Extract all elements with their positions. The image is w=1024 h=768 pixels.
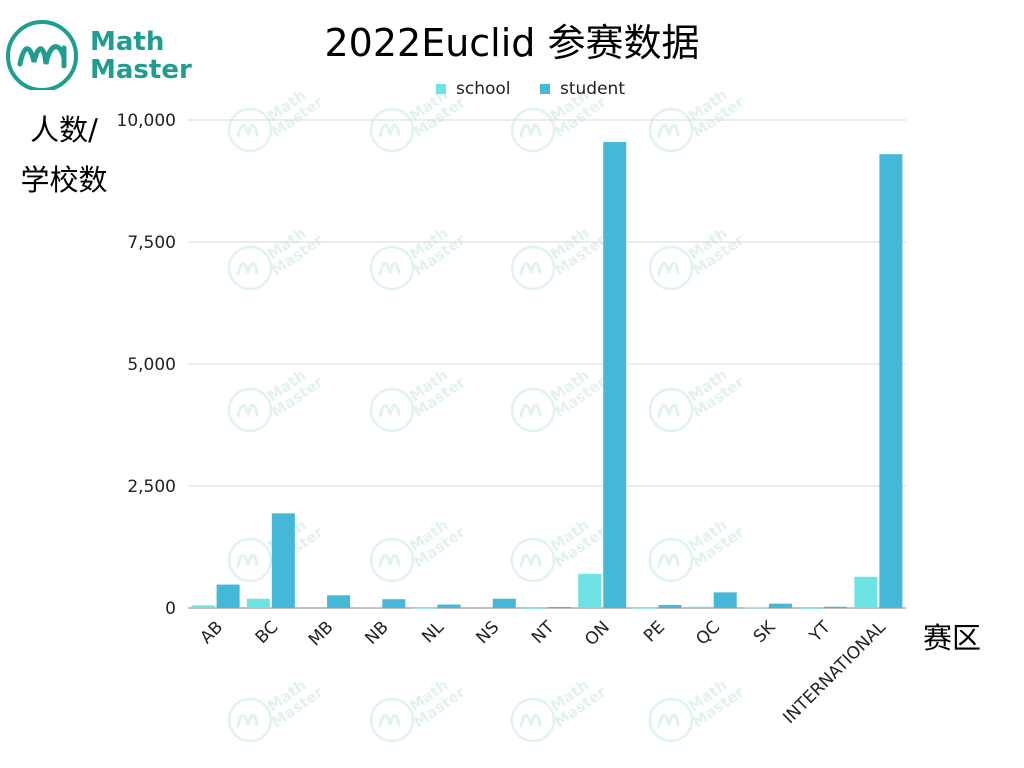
legend-item-school: school	[436, 79, 511, 99]
bar-school-yt	[799, 607, 823, 609]
bar-student-international	[879, 154, 903, 608]
bar-school-nb	[357, 607, 381, 609]
bar-school-ab	[191, 605, 215, 608]
x-tick-label: ON	[581, 617, 614, 650]
x-tick-label: NS	[473, 617, 504, 648]
bar-school-ns	[467, 607, 491, 608]
x-tick-label: PE	[640, 617, 669, 646]
legend-swatch	[436, 84, 446, 94]
x-tick-label: MB	[305, 617, 338, 650]
x-tick-label: SK	[750, 617, 780, 647]
bar-student-bc	[271, 513, 295, 608]
x-tick-label: NB	[361, 617, 392, 648]
brand-line2: Master	[90, 55, 192, 85]
legend-label: school	[456, 79, 511, 99]
y-tick-label: 0	[165, 599, 176, 619]
bar-student-nt	[548, 607, 571, 608]
bar-school-international	[854, 576, 878, 608]
bar-student-nb	[382, 599, 406, 608]
x-tick-label: QC	[692, 617, 724, 649]
bars-group	[191, 141, 903, 609]
x-tick-label: NL	[418, 617, 448, 647]
y-tick-label: 2,500	[127, 477, 176, 497]
brand-line1: Math	[90, 27, 165, 57]
y-axis-label-line2: 学校数	[20, 163, 107, 197]
y-tick-label: 7,500	[127, 233, 176, 253]
x-axis-label: 赛区	[923, 621, 981, 655]
x-tick-label: YT	[805, 617, 835, 647]
y-axis-label-line1: 人数/	[30, 113, 98, 147]
legend-item-student: student	[540, 79, 625, 99]
brand-name: Math Master	[90, 28, 192, 84]
y-tick-label: 5,000	[127, 355, 176, 375]
chart-title: 2022Euclid 参赛数据	[324, 21, 699, 65]
bar-student-yt	[824, 606, 848, 608]
y-axis: 0 2,500 5,000 7,500 10,000	[117, 111, 176, 619]
legend: school student	[436, 79, 625, 99]
x-tick-label: INTERNATIONAL	[779, 617, 890, 728]
x-tick-label: BC	[252, 617, 283, 648]
bar-student-qc	[713, 592, 737, 608]
bar-student-ab	[216, 584, 240, 608]
bar-school-nl	[412, 607, 436, 609]
bar-school-qc	[688, 606, 712, 608]
bar-school-nt	[523, 607, 546, 609]
legend-swatch	[540, 84, 550, 94]
bar-school-pe	[633, 607, 657, 609]
bar-student-nl	[437, 604, 461, 608]
x-tick-label: NT	[528, 617, 559, 648]
bar-student-mb	[327, 595, 351, 608]
bar-school-bc	[246, 598, 270, 608]
x-tick-label: AB	[197, 617, 228, 648]
bar-school-mb	[302, 607, 326, 608]
bar-school-sk	[743, 607, 767, 609]
bar-student-sk	[768, 603, 792, 608]
bar-school-on	[578, 573, 602, 608]
bar-student-pe	[658, 605, 682, 608]
legend-label: student	[560, 79, 625, 99]
bar-student-on	[603, 141, 627, 608]
y-tick-label: 10,000	[117, 111, 176, 131]
bar-student-ns	[492, 598, 516, 608]
brand-logo: Math Master	[4, 20, 204, 92]
